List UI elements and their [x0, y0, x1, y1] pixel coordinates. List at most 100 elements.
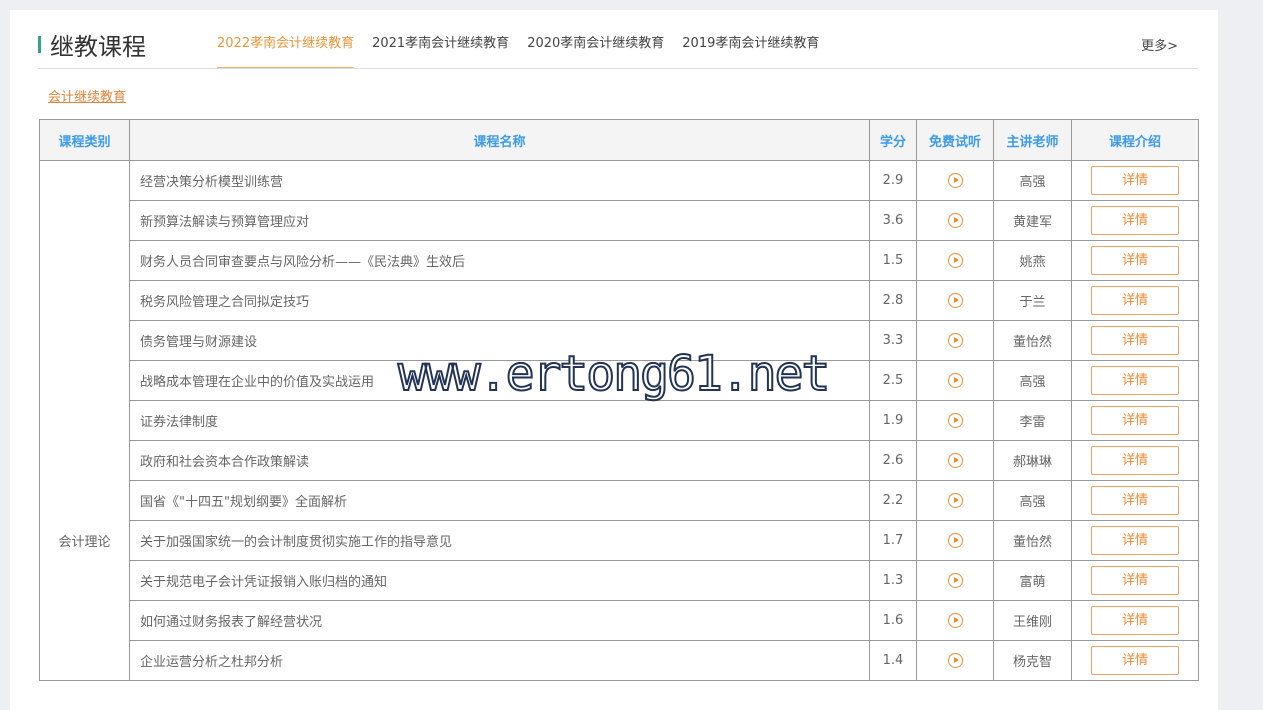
intro-cell: 详情 [1071, 440, 1199, 481]
details-button[interactable]: 详情 [1091, 366, 1179, 395]
play-icon[interactable] [947, 413, 963, 428]
course-name: 新预算法解读与预算管理应对 [129, 200, 870, 241]
table-row: 新预算法解读与预算管理应对 3.6 黄建军 详情 [40, 200, 1199, 241]
course-credit: 1.7 [869, 520, 917, 561]
details-button[interactable]: 详情 [1091, 406, 1179, 435]
intro-cell: 详情 [1071, 640, 1199, 681]
more-link[interactable]: 更多> [1141, 39, 1178, 54]
course-teacher: 董怡然 [993, 320, 1072, 361]
course-teacher: 高强 [993, 360, 1072, 401]
course-name: 如何通过财务报表了解经营状况 [129, 600, 870, 641]
table-row: 证券法律制度 1.9 李雷 详情 [40, 400, 1199, 441]
table-row: 关于规范电子会计凭证报销入账归档的通知 1.3 富萌 详情 [40, 560, 1199, 601]
free-trial-cell [916, 560, 994, 601]
play-icon[interactable] [947, 213, 963, 228]
col-free-trial: 免费试听 [916, 119, 994, 161]
course-teacher: 李雷 [993, 400, 1072, 441]
play-icon[interactable] [947, 613, 963, 628]
intro-cell: 详情 [1071, 400, 1199, 441]
play-icon[interactable] [947, 173, 963, 188]
play-icon[interactable] [947, 373, 963, 388]
course-name: 关于加强国家统一的会计制度贯彻实施工作的指导意见 [129, 520, 870, 561]
course-credit: 2.8 [869, 280, 917, 321]
intro-cell: 详情 [1071, 240, 1199, 281]
table-row: 企业运营分析之杜邦分析 1.4 杨克智 详情 [40, 640, 1199, 681]
free-trial-cell [916, 640, 994, 681]
details-button[interactable]: 详情 [1091, 646, 1179, 675]
intro-cell: 详情 [1071, 360, 1199, 401]
course-panel: 继教课程 2022孝南会计继续教育 2021孝南会计继续教育 2020孝南会计继… [10, 10, 1218, 710]
course-teacher: 黄建军 [993, 200, 1072, 241]
table-row: 如何通过财务报表了解经营状况 1.6 王维刚 详情 [40, 600, 1199, 641]
tab-2022[interactable]: 2022孝南会计继续教育 [217, 35, 355, 69]
course-name: 国省《"十四五"规划纲要》全面解析 [129, 480, 870, 521]
free-trial-cell [916, 240, 994, 281]
page-title: 继教课程 [50, 33, 146, 61]
course-credit: 2.6 [869, 440, 917, 481]
course-table: 课程类别 课程名称 学分 免费试听 主讲老师 课程介绍 会计理论 经营决策分析模型… [39, 119, 1199, 681]
free-trial-cell [916, 480, 994, 521]
play-icon[interactable] [947, 493, 963, 508]
details-button[interactable]: 详情 [1091, 486, 1179, 515]
course-teacher: 高强 [993, 480, 1072, 521]
course-teacher: 董怡然 [993, 520, 1072, 561]
free-trial-cell [916, 280, 994, 321]
play-icon[interactable] [947, 253, 963, 268]
free-trial-cell [916, 360, 994, 401]
course-credit: 1.6 [869, 600, 917, 641]
details-button[interactable]: 详情 [1091, 606, 1179, 635]
free-trial-cell [916, 160, 994, 201]
table-row: 政府和社会资本合作政策解读 2.6 郝琳琳 详情 [40, 440, 1199, 481]
intro-cell: 详情 [1071, 280, 1199, 321]
intro-cell: 详情 [1071, 320, 1199, 361]
tab-2021[interactable]: 2021孝南会计继续教育 [372, 36, 510, 51]
play-icon[interactable] [947, 333, 963, 348]
course-teacher: 高强 [993, 160, 1072, 201]
free-trial-cell [916, 600, 994, 641]
course-credit: 2.9 [869, 160, 917, 201]
details-button[interactable]: 详情 [1091, 166, 1179, 195]
tab-2019[interactable]: 2019孝南会计继续教育 [682, 36, 820, 51]
details-button[interactable]: 详情 [1091, 446, 1179, 475]
intro-cell: 详情 [1071, 560, 1199, 601]
details-button[interactable]: 详情 [1091, 286, 1179, 315]
course-teacher: 王维刚 [993, 600, 1072, 641]
details-button[interactable]: 详情 [1091, 206, 1179, 235]
col-course-name: 课程名称 [129, 119, 870, 161]
title-accent-bar [38, 36, 41, 53]
course-credit: 1.3 [869, 560, 917, 601]
intro-cell: 详情 [1071, 600, 1199, 641]
details-button[interactable]: 详情 [1091, 326, 1179, 355]
course-teacher: 于兰 [993, 280, 1072, 321]
col-category: 课程类别 [39, 119, 130, 161]
course-name: 债务管理与财源建设 [129, 320, 870, 361]
play-icon[interactable] [947, 453, 963, 468]
play-icon[interactable] [947, 573, 963, 588]
intro-cell: 详情 [1071, 520, 1199, 561]
details-button[interactable]: 详情 [1091, 246, 1179, 275]
course-name: 战略成本管理在企业中的价值及实战运用 [129, 360, 870, 401]
course-credit: 2.2 [869, 480, 917, 521]
course-teacher: 杨克智 [993, 640, 1072, 681]
col-intro: 课程介绍 [1071, 119, 1199, 161]
details-button[interactable]: 详情 [1091, 526, 1179, 555]
play-icon[interactable] [947, 653, 963, 668]
course-name: 企业运营分析之杜邦分析 [129, 640, 870, 681]
tab-2020[interactable]: 2020孝南会计继续教育 [527, 36, 665, 51]
table-row: 战略成本管理在企业中的价值及实战运用 2.5 高强 详情 [40, 360, 1199, 401]
intro-cell: 详情 [1071, 160, 1199, 201]
play-icon[interactable] [947, 293, 963, 308]
course-teacher: 姚燕 [993, 240, 1072, 281]
course-credit: 3.3 [869, 320, 917, 361]
free-trial-cell [916, 400, 994, 441]
category-link[interactable]: 会计继续教育 [48, 90, 127, 105]
play-icon[interactable] [947, 533, 963, 548]
free-trial-cell [916, 520, 994, 561]
intro-cell: 详情 [1071, 200, 1199, 241]
details-button[interactable]: 详情 [1091, 566, 1179, 595]
intro-cell: 详情 [1071, 480, 1199, 521]
table-row: 关于加强国家统一的会计制度贯彻实施工作的指导意见 1.7 董怡然 详情 [40, 520, 1199, 561]
table-row: 会计理论 经营决策分析模型训练营 2.9 高强 详情 [39, 160, 1199, 681]
course-credit: 1.9 [869, 400, 917, 441]
course-name: 关于规范电子会计凭证报销入账归档的通知 [129, 560, 870, 601]
